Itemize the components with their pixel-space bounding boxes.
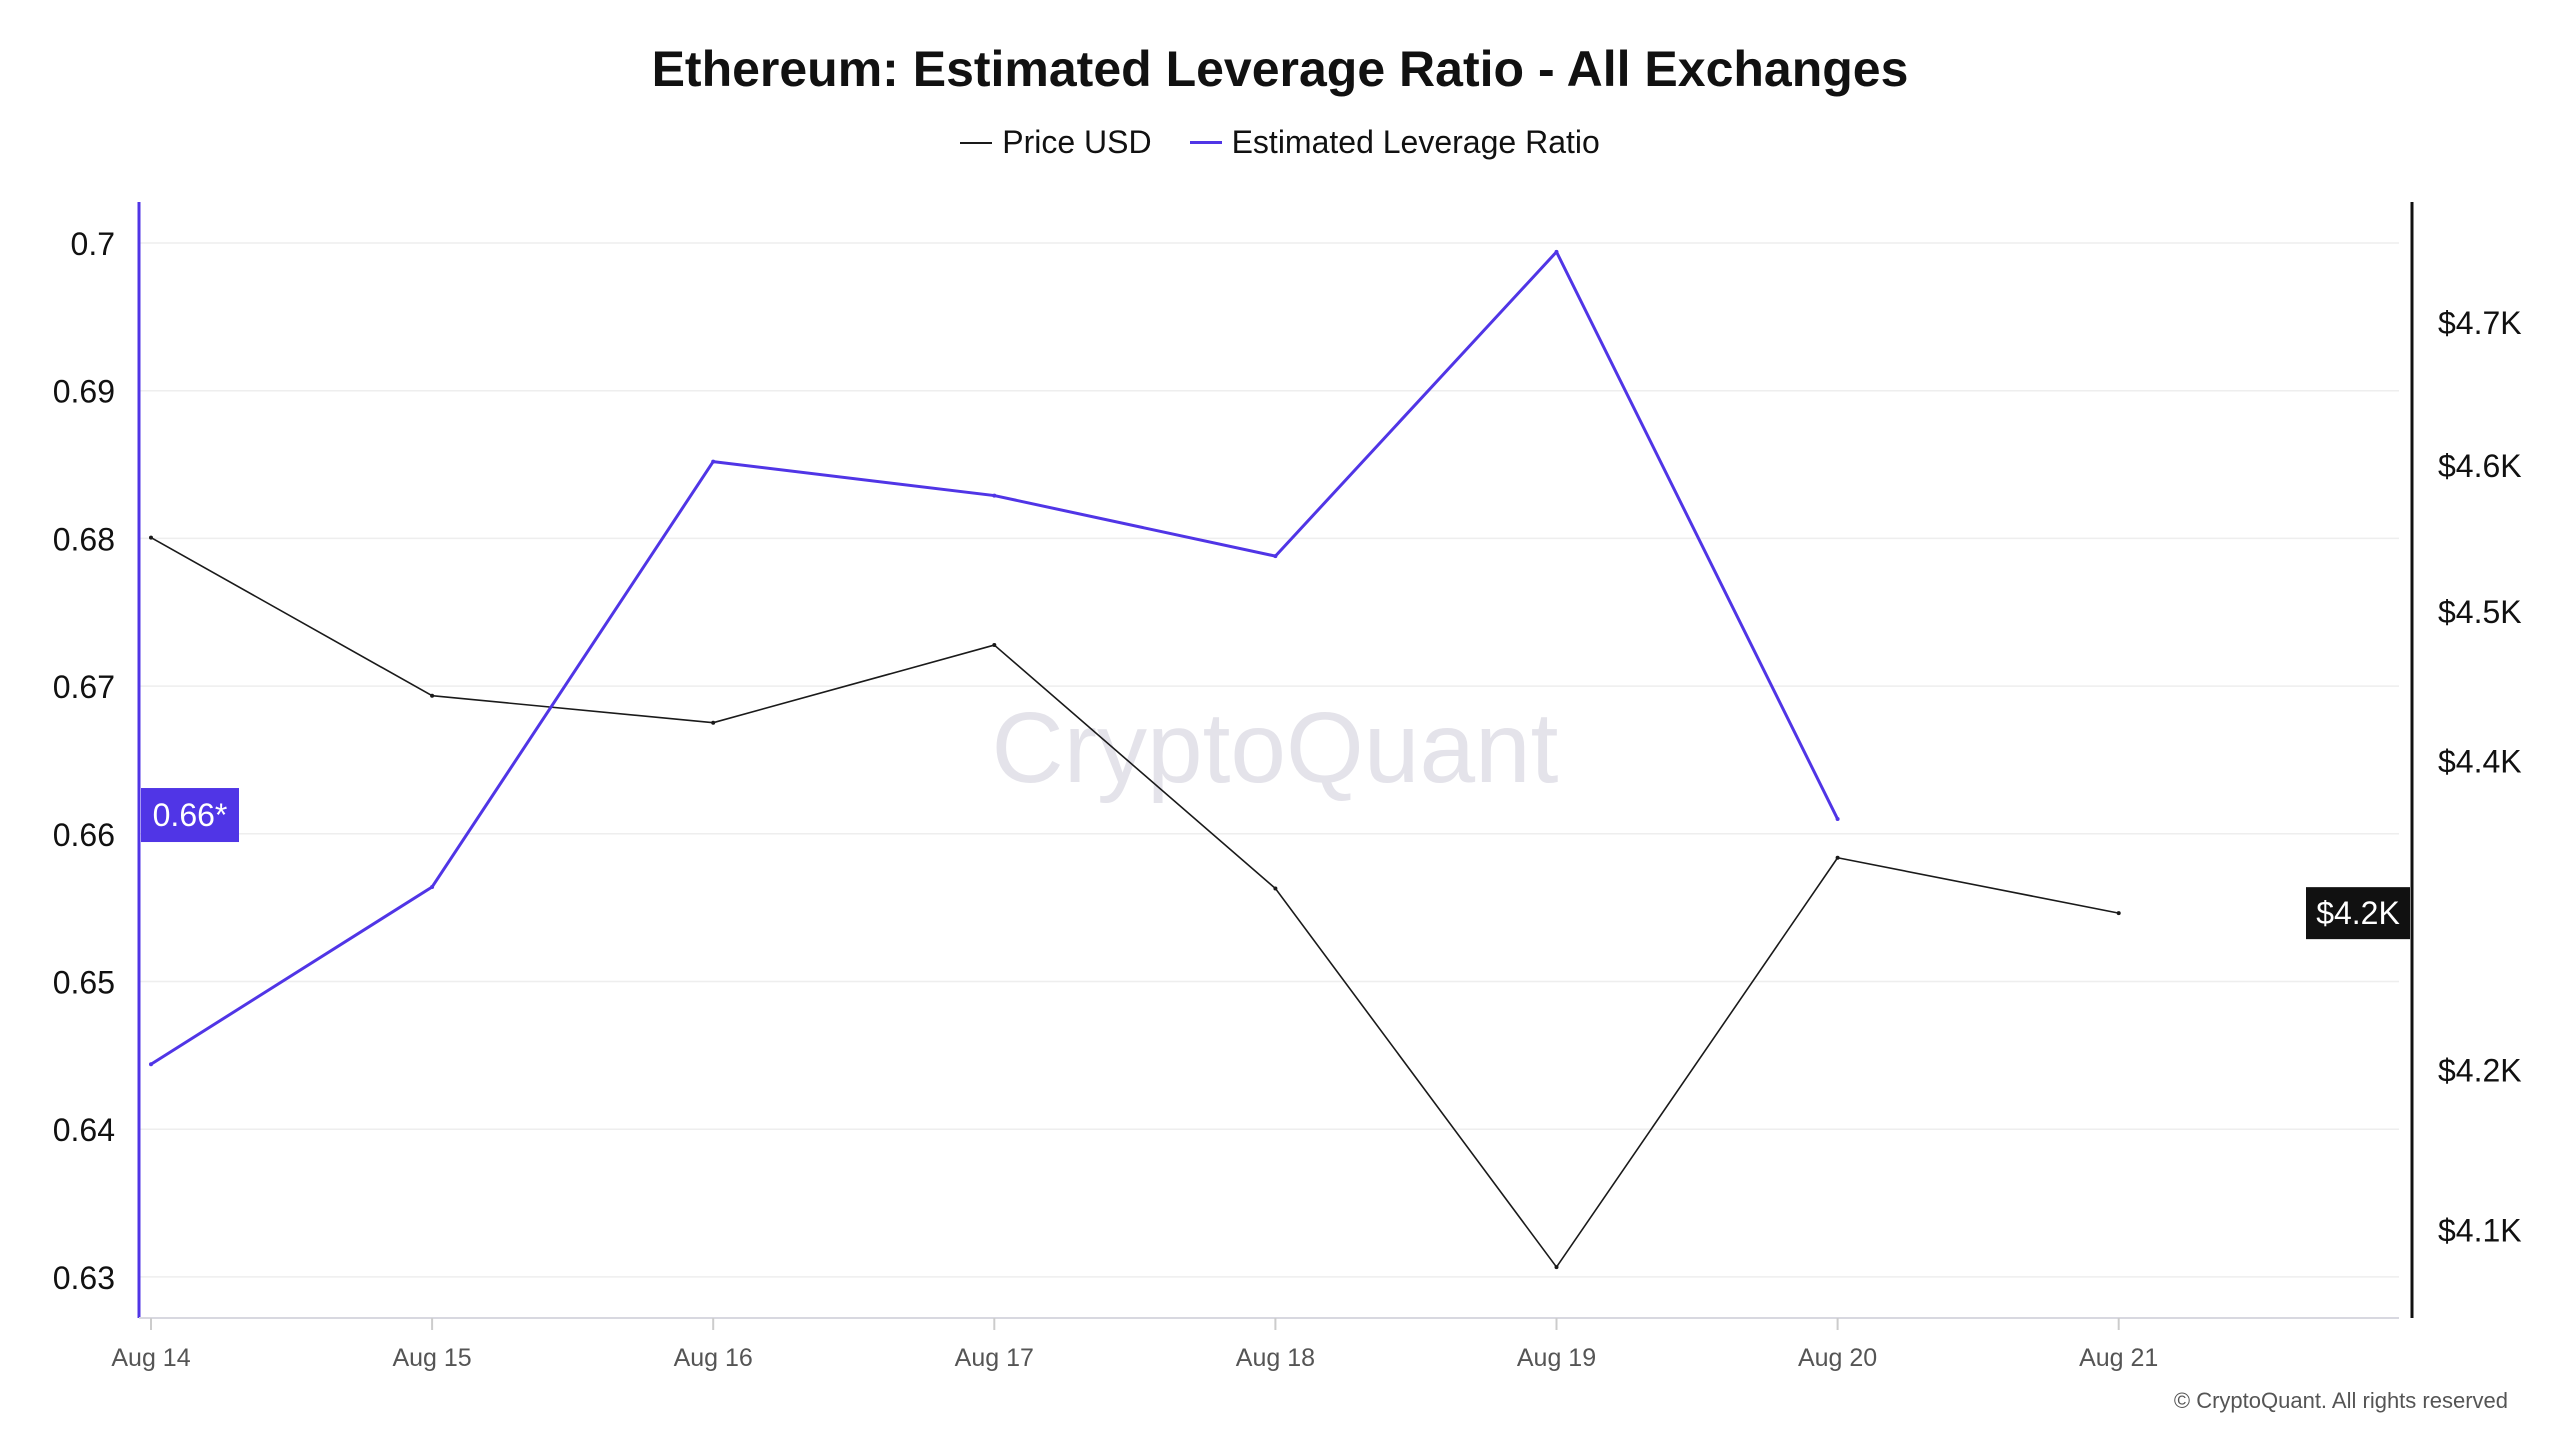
data-point — [1554, 1265, 1559, 1270]
x-tick-label: Aug 21 — [2079, 1344, 2158, 1372]
series-line-price — [150, 536, 2119, 1268]
left-tick-label: 0.63 — [53, 1260, 115, 1296]
data-point — [149, 535, 153, 540]
series-line-leverage — [150, 250, 1839, 1066]
x-tick-label: Aug 18 — [1236, 1344, 1315, 1372]
left-current-value-label: 0.66* — [153, 797, 228, 833]
data-point — [711, 459, 716, 464]
left-current-value-box — [141, 788, 239, 843]
right-tick-label: $4.6K — [2438, 448, 2522, 484]
right-tick-label: $4.2K — [2438, 1053, 2522, 1089]
x-tick-label: Aug 20 — [1798, 1344, 1877, 1372]
x-tick-label: Aug 15 — [392, 1344, 471, 1372]
data-point — [992, 493, 997, 498]
legend-label-leverage: Estimated Leverage Ratio — [1231, 124, 1600, 160]
legend-item-price[interactable]: Price USD — [960, 124, 1152, 161]
left-tick-label: 0.7 — [71, 226, 115, 262]
data-point — [430, 884, 435, 889]
right-tick-label: $4.4K — [2438, 743, 2522, 779]
copyright: © CryptoQuant. All rights reserved — [2173, 1388, 2508, 1413]
data-point — [992, 643, 997, 648]
left-tick-label: 0.68 — [53, 521, 115, 557]
legend-item-leverage[interactable]: Estimated Leverage Ratio — [1189, 124, 1600, 161]
legend-swatch-leverage — [1189, 141, 1222, 144]
legend-label-price: Price USD — [1002, 124, 1152, 160]
left-tick-label: 0.64 — [53, 1112, 115, 1148]
chart-title: Ethereum: Estimated Leverage Ratio - All… — [651, 41, 1909, 97]
left-tick-label: 0.65 — [53, 965, 115, 1001]
data-point — [2116, 911, 2121, 916]
x-tick-label: Aug 16 — [674, 1344, 753, 1372]
left-tick-label: 0.67 — [53, 669, 115, 705]
data-point — [1835, 855, 1840, 860]
left-tick-label: 0.69 — [53, 374, 115, 410]
legend-swatch-price — [960, 141, 993, 144]
right-tick-label: $4.7K — [2438, 305, 2522, 341]
x-tick-label: Aug 17 — [955, 1344, 1034, 1372]
right-tick-label: $4.1K — [2438, 1213, 2522, 1249]
right-current-value-box — [2306, 887, 2410, 940]
data-point — [1554, 249, 1559, 254]
left-tick-label: 0.66 — [53, 817, 115, 853]
data-point — [430, 693, 435, 698]
data-point — [1273, 554, 1278, 559]
right-current-value-label: $4.2K — [2316, 895, 2400, 931]
right-tick-label: $4.5K — [2438, 594, 2522, 630]
x-tick-label: Aug 14 — [111, 1344, 190, 1372]
legend: Price USD Estimated Leverage Ratio — [0, 124, 2560, 161]
data-point — [149, 1062, 153, 1067]
data-point — [711, 720, 716, 725]
watermark: CryptoQuant — [992, 692, 1559, 804]
data-point — [1273, 886, 1278, 891]
x-tick-label: Aug 19 — [1517, 1344, 1596, 1372]
data-point — [1835, 817, 1840, 822]
